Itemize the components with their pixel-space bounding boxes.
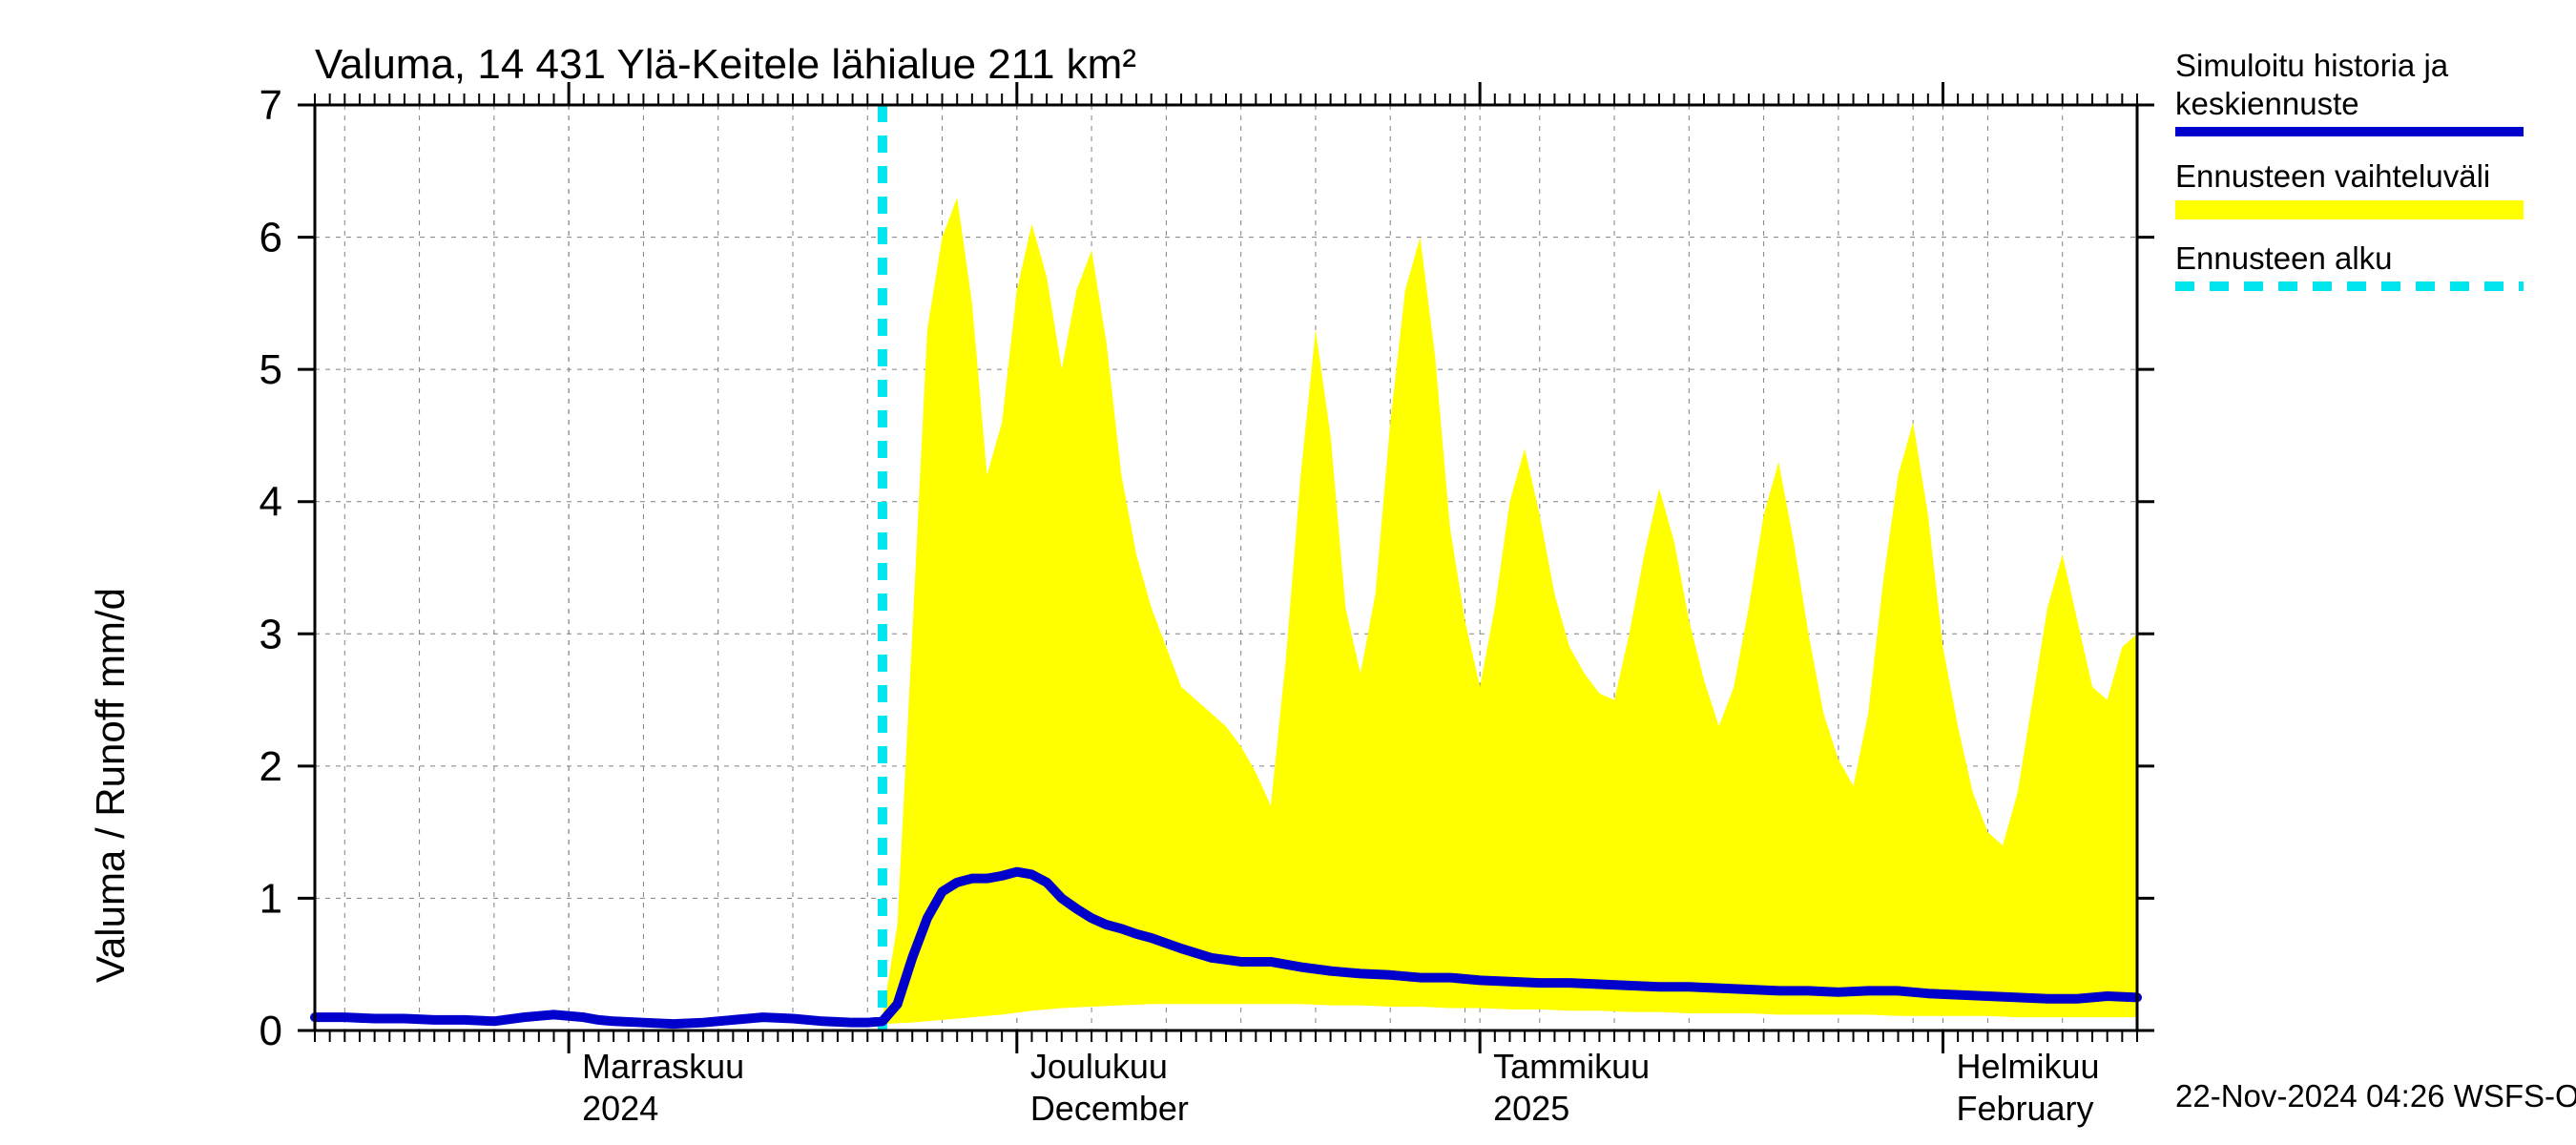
x-month-label-bottom: February <box>1956 1089 2093 1128</box>
x-month-label-top: Joulukuu <box>1030 1047 1168 1086</box>
x-month-label-bottom: December <box>1030 1089 1189 1128</box>
legend-label-2: Ennusteen vaihteluväli <box>2175 158 2490 194</box>
y-tick-label: 6 <box>260 215 282 261</box>
y-tick-label: 0 <box>260 1008 282 1054</box>
footer-timestamp: 22-Nov-2024 04:26 WSFS-O <box>2175 1078 2576 1114</box>
chart-svg: 0 1 2 3 4 5 6 7 Marraskuu2024 JoulukuuDecember Tam… <box>0 0 2576 1145</box>
x-month-label-bottom: 2024 <box>582 1089 658 1128</box>
x-month-label-top: Tammikuu <box>1493 1047 1650 1086</box>
x-month-label-top: Helmikuu <box>1956 1047 2099 1086</box>
x-month-label-bottom: 2025 <box>1493 1089 1569 1128</box>
legend-label-1b: keskiennuste <box>2175 86 2359 121</box>
legend-label-3: Ennusteen alku <box>2175 240 2393 276</box>
y-tick-label: 2 <box>260 743 282 790</box>
y-tick-label: 1 <box>260 875 282 922</box>
chart-title: Valuma, 14 431 Ylä-Keitele lähialue 211 … <box>315 41 1136 88</box>
runoff-forecast-chart: 0 1 2 3 4 5 6 7 Marraskuu2024 JoulukuuDecember Tam… <box>0 0 2576 1145</box>
y-tick-label: 7 <box>260 82 282 129</box>
legend-label-1a: Simuloitu historia ja <box>2175 48 2449 83</box>
y-tick-label: 5 <box>260 346 282 393</box>
y-tick-label: 4 <box>260 479 282 526</box>
y-axis-label: Valuma / Runoff mm/d <box>88 588 133 983</box>
y-tick-label: 3 <box>260 611 282 657</box>
legend-swatch-yellow <box>2175 200 2524 219</box>
x-month-label-top: Marraskuu <box>582 1047 744 1086</box>
